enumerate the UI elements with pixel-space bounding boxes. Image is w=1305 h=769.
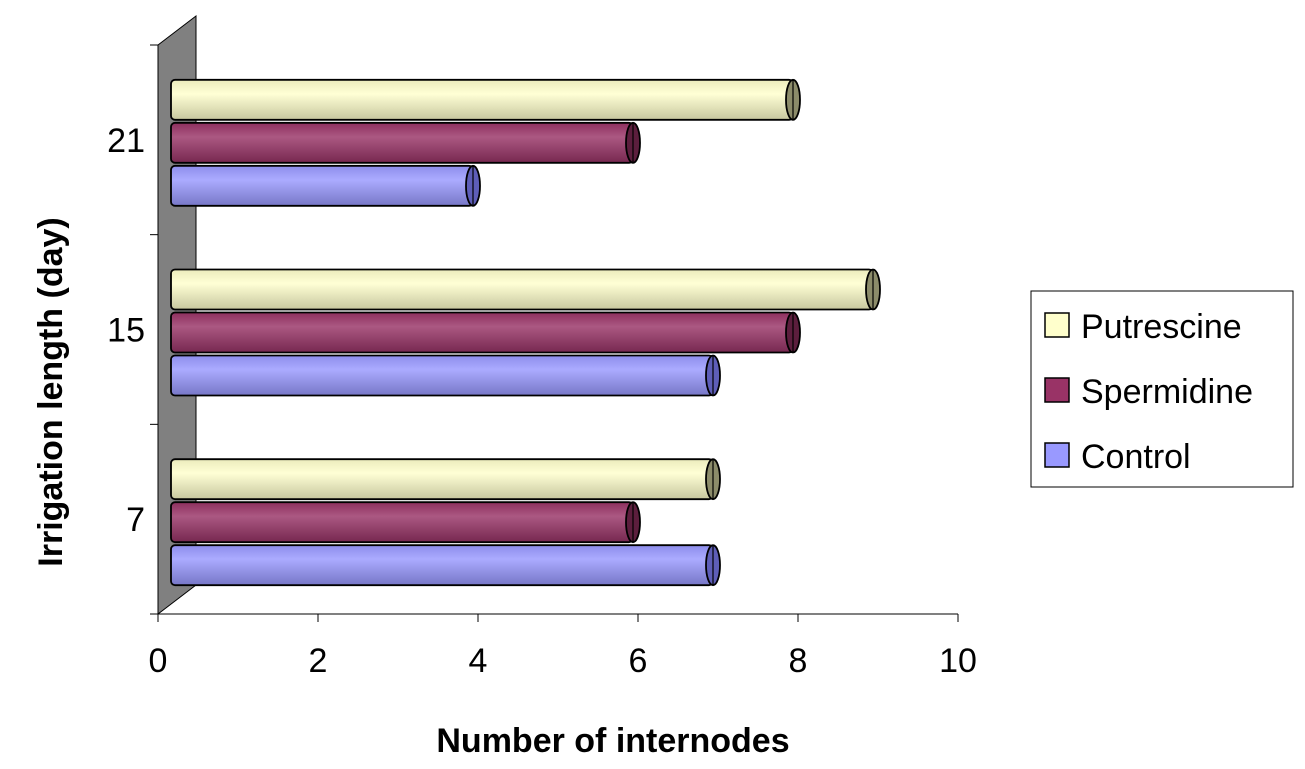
bar-spermidine-15 [170, 311, 801, 354]
x-tick-label: 4 [469, 642, 488, 680]
bar-spermidine-7 [170, 501, 641, 544]
bar-control-7 [170, 544, 721, 587]
bar-control-21 [170, 164, 481, 207]
legend-box [1030, 290, 1294, 488]
category-label: 21 [107, 122, 145, 160]
bar-spermidine-21 [170, 121, 641, 164]
x-axis-title: Number of internodes [436, 722, 789, 760]
x-tick-label: 6 [629, 642, 648, 680]
category-label: 15 [107, 312, 145, 350]
category-label: 7 [126, 501, 145, 539]
legend-swatch [1044, 377, 1070, 403]
legend-swatch [1044, 312, 1070, 338]
bar-putrescine-15 [170, 268, 881, 311]
x-tick-label: 8 [789, 642, 808, 680]
bar-putrescine-21 [170, 78, 801, 121]
bars [170, 78, 881, 587]
legend-item-spermidine: Spermidine [1044, 373, 1253, 411]
x-tick-label: 0 [149, 642, 168, 680]
category-labels: 7 15 21 [107, 122, 145, 539]
x-tick-label: 2 [309, 642, 328, 680]
x-tick-label: 10 [939, 642, 977, 680]
legend-label: Putrescine [1081, 308, 1242, 346]
legend-label: Spermidine [1081, 373, 1253, 411]
bar-control-15 [170, 354, 721, 397]
legend-item-control: Control [1044, 438, 1191, 476]
bar-putrescine-7 [170, 458, 721, 501]
y-axis-title: Irrigation length (day) [32, 217, 70, 566]
y-axis-ticks [150, 44, 158, 615]
legend-swatch [1044, 442, 1070, 468]
legend: Putrescine Spermidine Control [1030, 290, 1294, 488]
legend-item-putrescine: Putrescine [1044, 308, 1242, 346]
x-axis-ticks: 0 2 4 6 8 10 [149, 614, 977, 680]
legend-label: Control [1081, 438, 1191, 476]
